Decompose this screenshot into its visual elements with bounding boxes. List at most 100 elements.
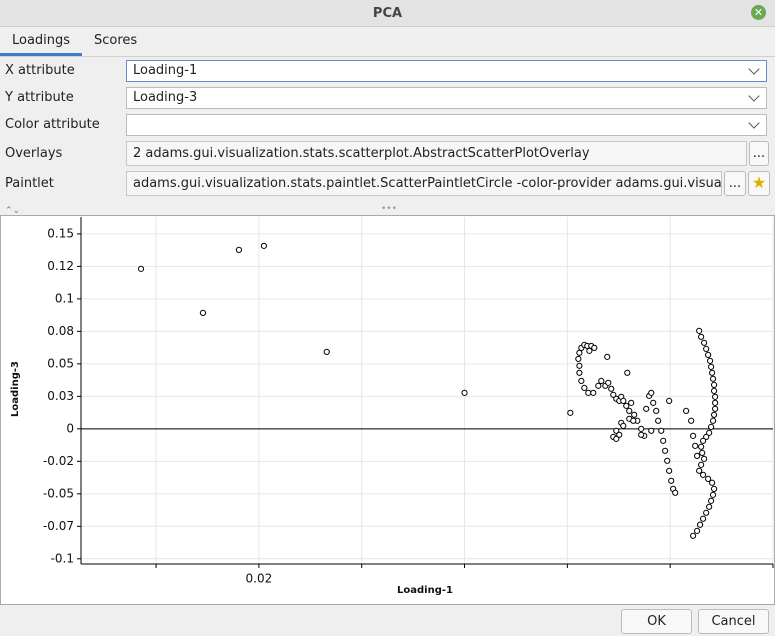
field-value: 2 adams.gui.visualization.stats.scatterp… [133,146,590,161]
data-point [623,402,630,409]
data-point [703,345,710,353]
y-tick-label: -0.05 [43,486,74,500]
dropdown-arrow [748,63,760,75]
title-bar: PCA [0,0,775,27]
dropdown-arrow [748,90,760,102]
browse-button[interactable]: ... [724,171,746,196]
data-point [708,423,715,430]
close-button[interactable]: ✕ [751,5,766,20]
data-point [710,485,718,492]
data-point [461,389,468,396]
data-point [653,407,660,415]
data-point [604,353,611,360]
data-point [578,377,585,384]
field-label: Color attribute [5,117,100,132]
dialog-button[interactable]: OK [621,609,692,634]
data-point [199,309,207,317]
data-point [709,417,717,424]
data-point [630,417,637,424]
tab[interactable]: Loadings [0,27,83,56]
data-point [591,344,598,351]
field-label: X attribute [5,63,75,78]
data-point [581,384,588,392]
data-point [699,471,707,478]
data-point [709,369,716,376]
data-point [575,355,582,363]
data-point [660,437,667,444]
data-point [712,393,719,400]
data-point [595,382,602,389]
data-point [690,432,697,439]
data-point [694,527,701,534]
data-point [638,425,645,432]
combo-box[interactable]: Loading-3 [126,87,767,109]
field-value: adams.gui.visualization.stats.paintlet.S… [133,176,722,191]
data-point [648,389,655,396]
collapse-arrows[interactable]: ⌃⌄ [5,206,21,216]
data-point [613,427,620,434]
y-axis-label: Loading-3 [10,361,21,417]
data-point [235,246,243,253]
data-point [643,405,650,412]
y-tick-label: 0.15 [47,226,74,240]
data-point [655,417,662,424]
data-point [586,347,593,354]
data-point [712,399,719,406]
y-tick-label: -0.07 [43,519,74,533]
y-tick-label: 0.08 [47,324,74,338]
data-point [710,381,718,389]
data-point [323,348,330,356]
data-point [708,497,715,504]
data-point [624,369,631,376]
data-point [712,405,719,412]
data-point [576,349,583,356]
data-point [626,407,633,415]
data-point [696,327,703,334]
browse-button[interactable]: ... [749,141,769,166]
data-point [705,475,712,482]
tab-bar: Loadings Scores [0,27,775,57]
dialog-button[interactable]: Cancel [698,609,769,634]
data-point [706,503,713,510]
data-point [701,455,708,462]
combo-box[interactable] [126,114,767,136]
y-tick-label: -0.02 [43,454,74,468]
data-point [576,369,583,376]
data-point [672,489,679,496]
splitter-handle[interactable]: ••• [381,204,397,214]
data-point [698,443,705,450]
data-point [709,479,716,486]
y-tick-label: -0.1 [51,551,74,565]
data-point [668,477,675,484]
data-point [703,509,710,516]
data-point [688,417,695,424]
text-field[interactable]: 2 adams.gui.visualization.stats.scatterp… [126,141,747,166]
data-point [706,357,714,364]
data-point [683,407,690,415]
field-label: Paintlet [5,176,54,191]
data-point [710,411,718,418]
data-point [650,399,657,406]
data-point [698,461,705,468]
data-point [598,377,605,384]
data-point [664,457,671,464]
dropdown-arrow [748,117,760,129]
data-point [698,333,705,340]
data-point [662,447,669,454]
y-tick-label: 0.1 [55,291,74,305]
data-point [706,429,713,436]
field-value: Loading-3 [133,90,198,105]
favorite-button[interactable]: ★ [748,171,770,196]
y-tick-label: 0 [66,421,74,435]
data-point [567,409,574,416]
data-point [616,431,623,438]
data-point [585,389,592,396]
data-point [694,452,701,459]
tab[interactable]: Scores [94,33,138,48]
window-title: PCA [372,6,403,21]
data-point [620,422,627,429]
text-field[interactable]: adams.gui.visualization.stats.paintlet.S… [126,171,722,196]
y-tick-label: 0.03 [47,389,74,403]
combo-box[interactable]: Loading-1 [126,60,767,82]
